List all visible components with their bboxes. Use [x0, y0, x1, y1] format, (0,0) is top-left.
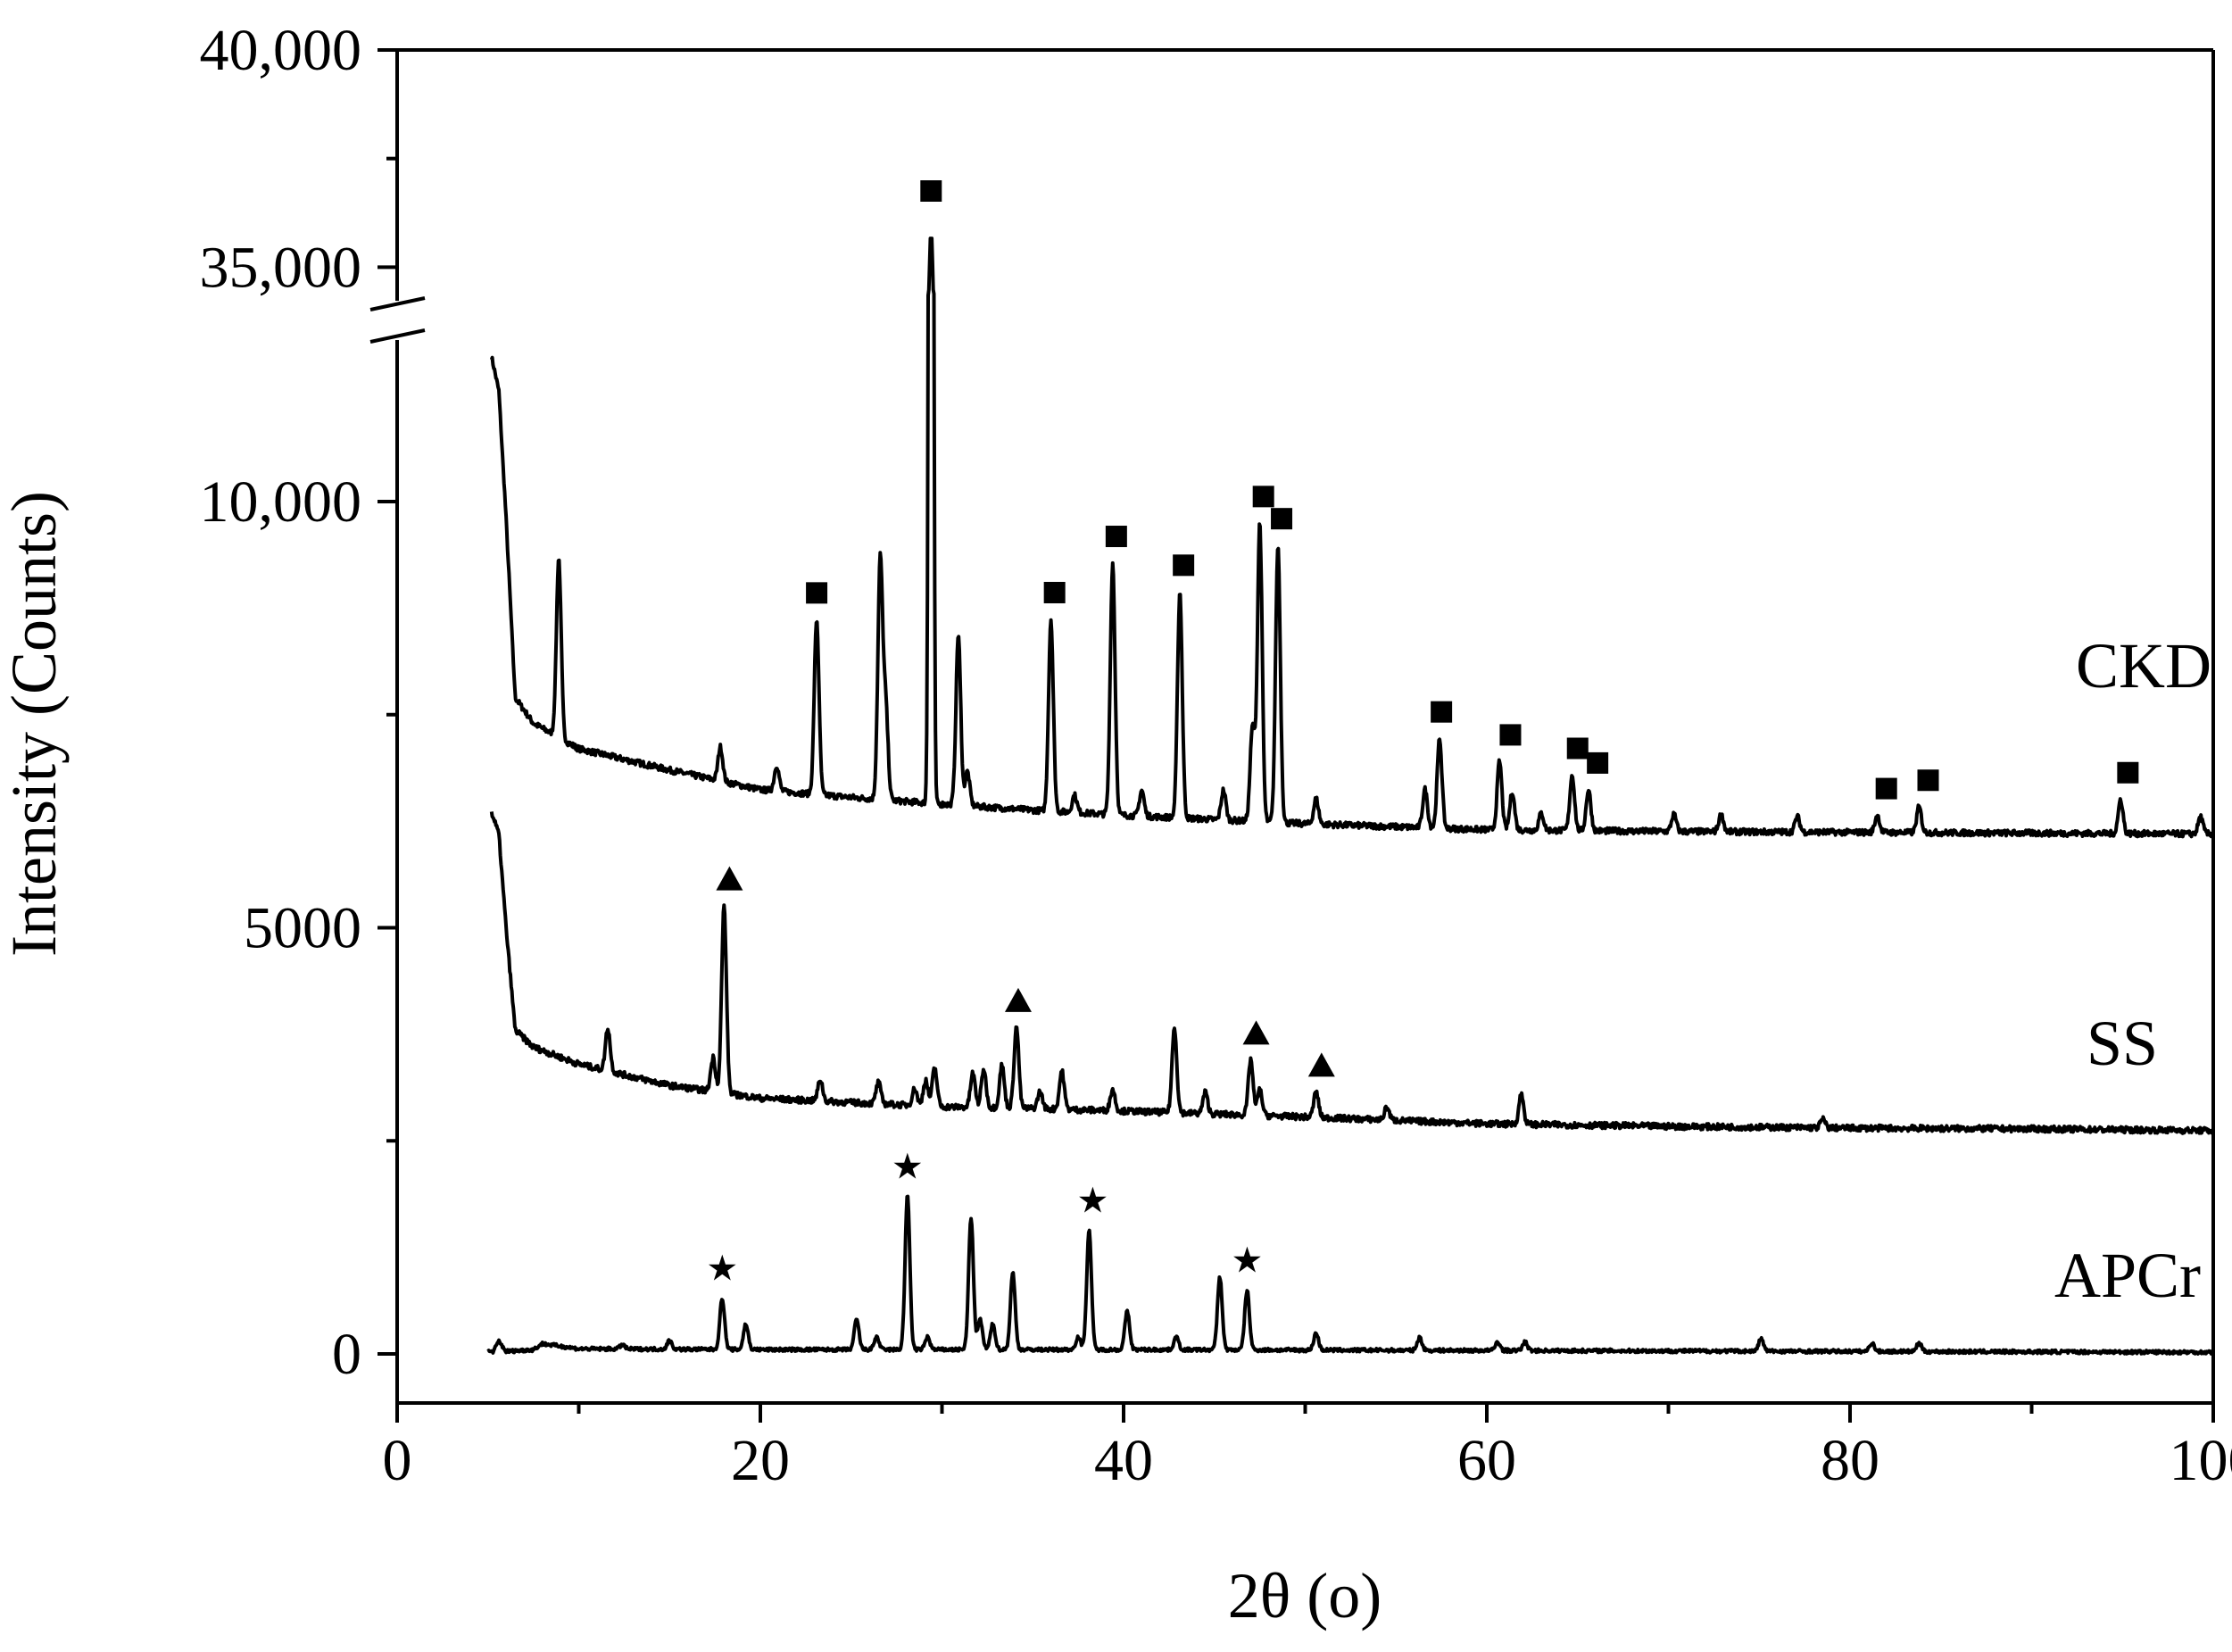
phase-marker-square-ckd	[1043, 581, 1066, 603]
series-label-apcr: APCr	[2054, 1240, 2201, 1311]
phase-markers-group: ★ ★ ★ ★	[706, 180, 2139, 1289]
y-tick-label: 10,000	[200, 469, 362, 535]
phase-marker-square-ckd	[2117, 761, 2139, 784]
axis-break-mark-upper	[369, 296, 426, 311]
y-tick-label: 35,000	[200, 235, 362, 300]
x-tick-label: 20	[731, 1428, 790, 1493]
x-tick-label: 60	[1457, 1428, 1516, 1493]
phase-marker-square-ckd	[1499, 724, 1522, 746]
phase-marker-square-ckd	[920, 180, 942, 202]
phase-marker-square-ckd	[1271, 508, 1293, 530]
series-label-ss: SS	[2087, 1008, 2158, 1079]
series-line-ckd	[489, 237, 2215, 839]
series-label-ckd: CKD	[2076, 630, 2211, 701]
axes-group: 0 20 40 60 80 100 0 5000 10,000 35,000 40,000	[200, 18, 2232, 1493]
phase-marker-star-apcr: ★	[1231, 1241, 1263, 1281]
phase-marker-star-apcr: ★	[706, 1249, 738, 1289]
phase-marker-square-ckd	[1105, 526, 1127, 548]
axis-break-mark-lower	[369, 328, 426, 344]
x-tick-label: 40	[1094, 1428, 1153, 1493]
x-tick-label: 0	[383, 1428, 412, 1493]
phase-marker-square-ckd	[806, 582, 828, 604]
phase-marker-triangle-ss	[1307, 1052, 1335, 1077]
phase-marker-square-ckd	[1587, 751, 1609, 774]
y-axis-title: Intensity (Counts)	[0, 491, 70, 957]
x-tick-label: 80	[1821, 1428, 1879, 1493]
phase-marker-star-apcr: ★	[892, 1146, 924, 1186]
phase-marker-triangle-ss	[1242, 1020, 1270, 1045]
phase-marker-square-ckd	[1431, 701, 1453, 723]
labels-group: Intensity (Counts) 2θ (o) CKD SS APCr	[0, 491, 2211, 1631]
phase-marker-square-ckd	[1173, 554, 1195, 577]
series-line-ss	[489, 811, 2215, 1135]
x-tick-label: 100	[2170, 1428, 2232, 1493]
phase-marker-square-ckd	[1252, 486, 1274, 508]
phase-marker-star-apcr: ★	[1076, 1181, 1108, 1221]
series-line-apcr	[486, 1194, 2215, 1356]
phase-marker-square-ckd	[1875, 777, 1897, 800]
y-tick-label: 0	[332, 1322, 361, 1387]
phase-marker-square-ckd	[1917, 769, 1939, 792]
series-group	[486, 237, 2215, 1356]
phase-marker-triangle-ss	[1004, 987, 1032, 1012]
y-tick-label: 5000	[244, 896, 361, 961]
phase-marker-triangle-ss	[716, 866, 743, 891]
phase-marker-square-ckd	[1566, 737, 1589, 760]
y-tick-label: 40,000	[200, 18, 362, 83]
x-axis-title: 2θ (o)	[1228, 1560, 1382, 1631]
